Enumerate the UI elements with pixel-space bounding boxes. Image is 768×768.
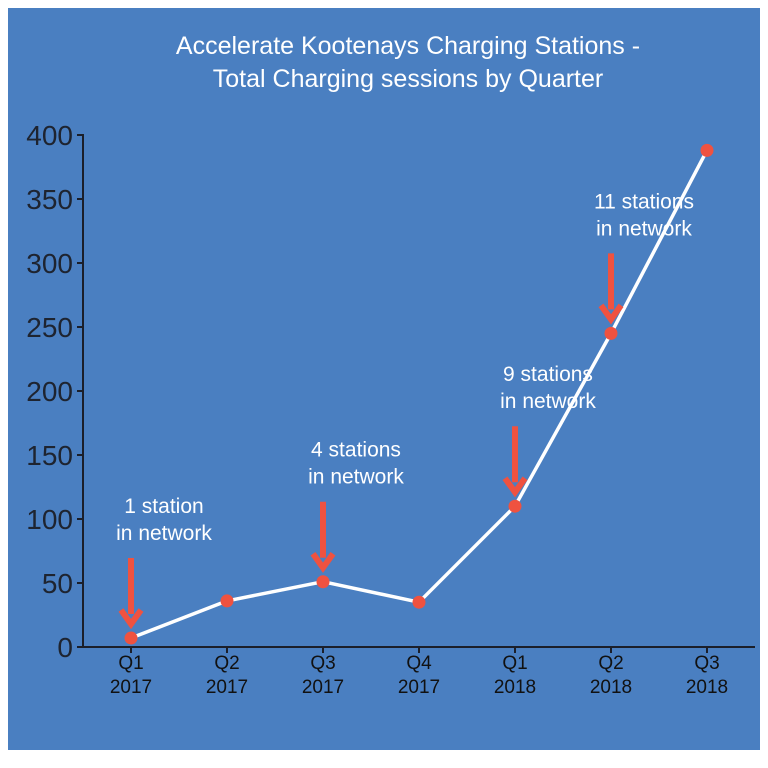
annotation-label: 1 station <box>124 495 203 518</box>
data-point <box>412 595 426 609</box>
y-axis-ticks: 0 50 100 150 200 250 300 350 400 <box>26 120 83 663</box>
x-tick-label: Q2 <box>214 653 239 674</box>
annotation-label: 9 stations <box>503 363 593 386</box>
y-tick-label: 300 <box>26 248 73 279</box>
chart-title: Accelerate Kootenays Charging Stations -… <box>176 32 640 93</box>
x-tick-label: Q3 <box>310 653 335 674</box>
x-tick-label: 2017 <box>206 677 248 698</box>
annotation-label: in network <box>500 390 596 413</box>
x-tick-label: 2018 <box>590 677 632 698</box>
x-tick-label: Q3 <box>694 653 719 674</box>
data-point <box>124 631 138 645</box>
chart-title-line: Accelerate Kootenays Charging Stations - <box>176 32 640 60</box>
x-tick-label: Q1 <box>502 653 527 674</box>
x-tick-label: 2017 <box>302 677 344 698</box>
data-point <box>316 575 330 589</box>
y-tick-label: 50 <box>42 568 73 599</box>
chart-title-line: Total Charging sessions by Quarter <box>213 65 603 93</box>
x-tick-label: Q1 <box>118 653 143 674</box>
annotation-label: 4 stations <box>311 439 401 462</box>
annotation-arrow-head <box>598 303 624 325</box>
data-point <box>508 499 522 513</box>
annotation-arrow-head <box>118 608 144 630</box>
x-tick-label: 2018 <box>686 677 728 698</box>
y-tick-label: 350 <box>26 184 73 215</box>
data-point <box>604 326 618 340</box>
x-tick-label: Q4 <box>406 653 432 674</box>
annotation-label: in network <box>596 217 692 240</box>
y-tick-label: 250 <box>26 312 73 343</box>
data-point <box>220 594 234 608</box>
x-axis-ticks: Q1 2017 Q2 2017 Q3 2017 Q4 2017 Q1 2018 Q2 2018 Q3 20… <box>110 647 728 698</box>
annotations: 1 station in network 4 stations in network 9… <box>116 190 694 630</box>
x-tick-label: Q2 <box>598 653 623 674</box>
annotation-label: in network <box>308 466 404 489</box>
y-tick-label: 400 <box>26 120 73 151</box>
chart-panel <box>8 8 760 750</box>
annotation-label: in network <box>116 522 212 545</box>
data-point <box>700 143 714 157</box>
y-tick-label: 200 <box>26 376 73 407</box>
y-tick-label: 0 <box>57 632 73 663</box>
series-sessions <box>124 143 714 645</box>
x-tick-label: 2018 <box>494 677 536 698</box>
annotation-arrow-head <box>502 476 528 498</box>
y-tick-label: 100 <box>26 504 73 535</box>
x-tick-label: 2017 <box>110 677 152 698</box>
y-tick-label: 150 <box>26 440 73 471</box>
x-tick-label: 2017 <box>398 677 440 698</box>
annotation-arrow-head <box>310 551 336 573</box>
annotation-label: 11 stations <box>594 190 694 213</box>
